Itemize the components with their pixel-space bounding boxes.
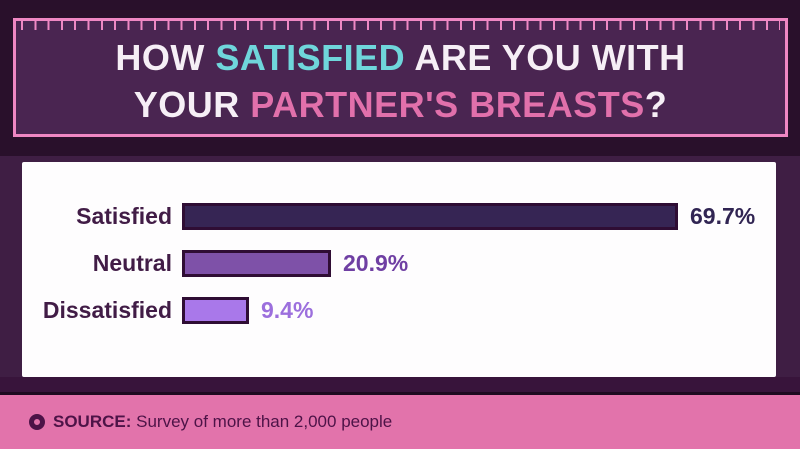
title-line-2: YOUR PARTNER'S BREASTS? xyxy=(16,81,785,128)
title-text: YOUR xyxy=(133,84,251,125)
source-description: Survey of more than 2,000 people xyxy=(131,412,393,431)
bar-dissatisfied xyxy=(182,297,249,324)
chart-row: Dissatisfied 9.4% xyxy=(22,296,776,325)
title-text: ARE YOU WITH xyxy=(405,37,686,78)
title-text: HOW xyxy=(115,37,216,78)
chart-row: Satisfied 69.7% xyxy=(22,202,776,231)
bar-neutral xyxy=(182,250,331,277)
header-section: HOW SATISFIED ARE YOU WITH YOUR PARTNER'… xyxy=(0,0,800,156)
footer-divider xyxy=(0,392,800,395)
panel-shadow xyxy=(0,377,800,393)
source-text: SOURCE: Survey of more than 2,000 people xyxy=(53,395,392,449)
bar-category-label: Dissatisfied xyxy=(42,297,172,323)
ruler-ticks-decoration xyxy=(21,21,780,30)
source-ring-icon xyxy=(29,414,45,430)
source-label: SOURCE: xyxy=(53,412,132,431)
chart-section: Satisfied 69.7% Neutral 20.9% Dissatisfied 9.… xyxy=(0,156,800,393)
chart-row: Neutral 20.9% xyxy=(22,249,776,278)
bar-value-label: 20.9% xyxy=(343,250,409,276)
title-box: HOW SATISFIED ARE YOU WITH YOUR PARTNER'… xyxy=(13,18,788,137)
bar-value-label: 69.7% xyxy=(690,203,756,229)
page-title: HOW SATISFIED ARE YOU WITH YOUR PARTNER'… xyxy=(16,34,785,128)
bar-category-label: Satisfied xyxy=(76,203,172,229)
bar-category-label: Neutral xyxy=(92,250,172,276)
footer-source-bar: SOURCE: Survey of more than 2,000 people xyxy=(0,395,800,449)
bar-satisfied xyxy=(182,203,678,230)
bar-chart-panel: Satisfied 69.7% Neutral 20.9% Dissatisfied 9.… xyxy=(22,162,776,377)
bar-value-label: 9.4% xyxy=(261,297,314,323)
title-highlight-partners-breasts: PARTNER'S BREASTS xyxy=(250,84,645,125)
title-line-1: HOW SATISFIED ARE YOU WITH xyxy=(16,34,785,81)
title-text: ? xyxy=(644,84,668,125)
title-highlight-satisfied: SATISFIED xyxy=(215,37,406,78)
